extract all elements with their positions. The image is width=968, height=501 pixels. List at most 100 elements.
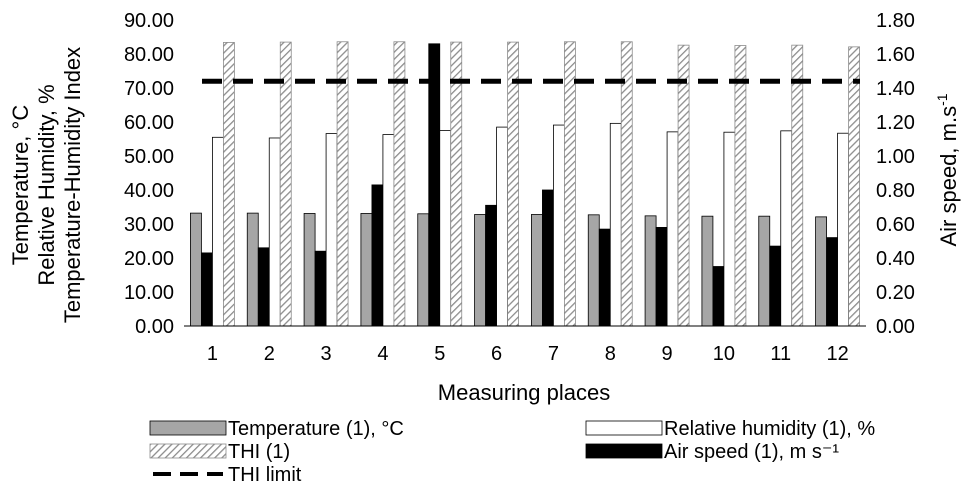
bar-white bbox=[723, 131, 736, 327]
y2-tick-label: 0.60 bbox=[876, 214, 915, 236]
bar-gray bbox=[531, 214, 543, 327]
y2-axis-title-sup: -1 bbox=[934, 93, 950, 106]
bar-gray bbox=[417, 213, 430, 327]
bar-black bbox=[485, 204, 497, 327]
y2-tick-label: 1.00 bbox=[876, 146, 915, 168]
x-tick-label: 5 bbox=[434, 343, 445, 365]
bar-white bbox=[496, 126, 508, 327]
y-tick-label: 80.00 bbox=[124, 44, 174, 66]
bar-white bbox=[666, 131, 679, 327]
legend: Temperature (1), °C Relative humidity (1)… bbox=[149, 418, 875, 486]
x-axis-title: Measuring places bbox=[438, 380, 610, 405]
y-tick-label: 60.00 bbox=[124, 112, 174, 134]
x-tick-label: 7 bbox=[548, 343, 559, 365]
bar-black bbox=[598, 228, 611, 327]
y2-tick-label: 1.80 bbox=[876, 10, 915, 32]
bar-black bbox=[826, 237, 838, 327]
legend-swatch-hatch bbox=[149, 443, 227, 459]
y-tick-label: 50.00 bbox=[124, 146, 174, 168]
y2-tick-label: 0.00 bbox=[876, 316, 915, 338]
bar-white bbox=[212, 136, 224, 327]
bar-white bbox=[553, 124, 565, 327]
bar-black bbox=[201, 252, 213, 327]
bar-hatch bbox=[336, 41, 349, 327]
x-tick-label: 12 bbox=[826, 343, 848, 365]
x-tick-label: 4 bbox=[377, 343, 388, 365]
bar-hatch bbox=[791, 44, 804, 327]
bar-gray bbox=[474, 214, 486, 327]
y-tick-label: 90.00 bbox=[124, 10, 174, 32]
legend-swatch-gray bbox=[149, 420, 227, 436]
y-tick-label: 0.00 bbox=[135, 316, 174, 338]
y2-tick-label: 0.80 bbox=[876, 180, 915, 202]
bar-black bbox=[371, 184, 384, 327]
bar-hatch bbox=[507, 41, 519, 327]
legend-label: THI limit bbox=[228, 464, 302, 486]
y-axis-title-line-3: Temperature-Humidity Index bbox=[60, 47, 85, 323]
bar-white bbox=[382, 134, 395, 327]
y2-tick-label: 0.40 bbox=[876, 248, 915, 270]
y2-tick-label: 1.40 bbox=[876, 78, 915, 100]
bar-gray bbox=[815, 216, 827, 327]
y-tick-label: 70.00 bbox=[124, 78, 174, 100]
y2-axis-title-text: Air speed, m.s bbox=[936, 106, 961, 247]
bar-white bbox=[609, 122, 622, 327]
bar-gray bbox=[701, 215, 714, 327]
bar-hatch bbox=[393, 41, 406, 327]
legend-label: Air speed (1), m s⁻¹ bbox=[664, 441, 839, 463]
bar-black bbox=[428, 43, 441, 327]
y-tick-label: 30.00 bbox=[124, 214, 174, 236]
x-tick-label: 9 bbox=[662, 343, 673, 365]
bar-gray bbox=[190, 212, 202, 327]
x-tick-label: 6 bbox=[491, 343, 502, 365]
bar-black bbox=[769, 245, 782, 327]
bar-black bbox=[655, 226, 668, 327]
bar-black bbox=[257, 247, 270, 327]
legend-swatch-black bbox=[585, 443, 663, 459]
y2-tick-label: 1.20 bbox=[876, 112, 915, 134]
bar-hatch bbox=[734, 45, 747, 327]
legend-swatch-white bbox=[585, 420, 663, 436]
bar-gray bbox=[303, 213, 316, 327]
y2-tick-label: 0.20 bbox=[876, 282, 915, 304]
legend-label: Relative humidity (1), % bbox=[664, 418, 875, 440]
bar-hatch bbox=[450, 41, 463, 327]
bar-gray bbox=[644, 215, 657, 327]
x-tick-label: 3 bbox=[321, 343, 332, 365]
bar-white bbox=[780, 130, 793, 327]
y2-tick-label: 1.60 bbox=[876, 44, 915, 66]
bar-gray bbox=[587, 214, 600, 327]
legend-label: THI (1) bbox=[228, 441, 290, 463]
y-tick-label: 10.00 bbox=[124, 282, 174, 304]
bar-white bbox=[325, 133, 338, 327]
legend-label: Temperature (1), °C bbox=[228, 418, 404, 440]
bar-hatch bbox=[677, 44, 690, 327]
bar-gray bbox=[360, 213, 373, 327]
y-axis-title-line-2: Relative Humidity, % bbox=[34, 84, 59, 285]
y-tick-label: 40.00 bbox=[124, 180, 174, 202]
bar-white bbox=[837, 132, 849, 327]
x-tick-label: 2 bbox=[264, 343, 275, 365]
bar-hatch bbox=[279, 41, 292, 327]
y-tick-label: 20.00 bbox=[124, 248, 174, 270]
plot-area: 0.0010.0020.0030.0040.0050.0060.0070.008… bbox=[124, 10, 915, 365]
y-axis-title-line-1: Temperature, °C bbox=[8, 105, 33, 266]
bar-white bbox=[268, 137, 281, 327]
y2-axis-title: Air speed, m.s-1 bbox=[934, 93, 961, 246]
bar-hatch bbox=[620, 41, 633, 327]
x-tick-label: 1 bbox=[207, 343, 218, 365]
bar-black bbox=[542, 189, 554, 327]
x-tick-label: 8 bbox=[605, 343, 616, 365]
bar-black bbox=[712, 266, 725, 327]
bar-gray bbox=[246, 212, 259, 327]
x-tick-label: 11 bbox=[770, 343, 791, 365]
bar-black bbox=[314, 250, 327, 327]
bar-hatch bbox=[564, 41, 576, 327]
bar-white bbox=[439, 130, 452, 327]
bar-hatch bbox=[848, 46, 860, 327]
x-tick-label: 10 bbox=[713, 343, 735, 365]
bar-hatch bbox=[223, 42, 235, 327]
bar-gray bbox=[758, 215, 771, 327]
